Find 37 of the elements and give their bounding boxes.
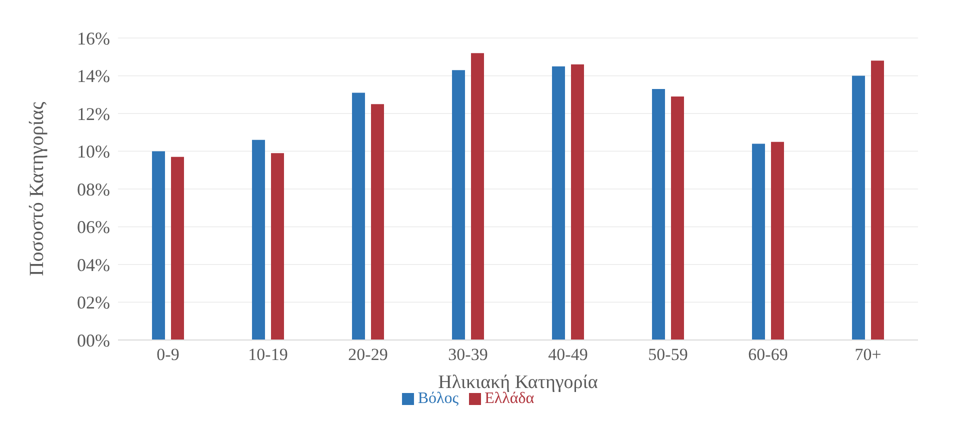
x-tick-label: 20-29 — [348, 345, 388, 364]
bar — [752, 144, 765, 340]
bar — [652, 88, 665, 340]
legend-label: Ελλάδα — [484, 390, 534, 407]
x-tick-label: 40-49 — [548, 345, 588, 364]
bar — [871, 60, 884, 340]
x-tick-label: 70+ — [854, 345, 882, 364]
bar — [571, 64, 584, 340]
y-tick-label: 14% — [77, 66, 110, 86]
x-tick-label: 30-39 — [448, 345, 488, 364]
bar — [171, 156, 184, 340]
bar — [352, 92, 365, 340]
x-tick-label: 0-9 — [156, 345, 180, 364]
x-tick-label: 50-59 — [648, 345, 688, 364]
bar — [152, 151, 165, 340]
y-tick-label: 04% — [77, 254, 110, 275]
y-tick-label: 12% — [77, 104, 110, 124]
bar — [671, 96, 684, 340]
bar — [371, 104, 384, 340]
y-tick-label: 00% — [77, 330, 110, 350]
y-tick-label: 02% — [77, 292, 110, 313]
x-tick-label: 60-69 — [748, 345, 788, 364]
bar — [252, 140, 265, 340]
bar — [452, 70, 465, 340]
bar — [771, 142, 784, 340]
y-tick-label: 10% — [77, 142, 110, 162]
x-axis-title: Ηλικιακή Κατηγορία — [438, 372, 598, 393]
y-tick-label: 08% — [77, 179, 110, 200]
bar — [471, 53, 484, 340]
legend-label: Βόλος — [418, 390, 459, 407]
bar — [271, 153, 284, 340]
x-tick-label: 10-19 — [248, 345, 288, 364]
y-tick-label: 16% — [77, 28, 110, 48]
y-axis-title: Ποσοστό Κατηγορίας — [26, 102, 48, 276]
y-tick-label: 06% — [77, 217, 110, 238]
bar — [852, 76, 865, 340]
bar — [552, 66, 565, 340]
